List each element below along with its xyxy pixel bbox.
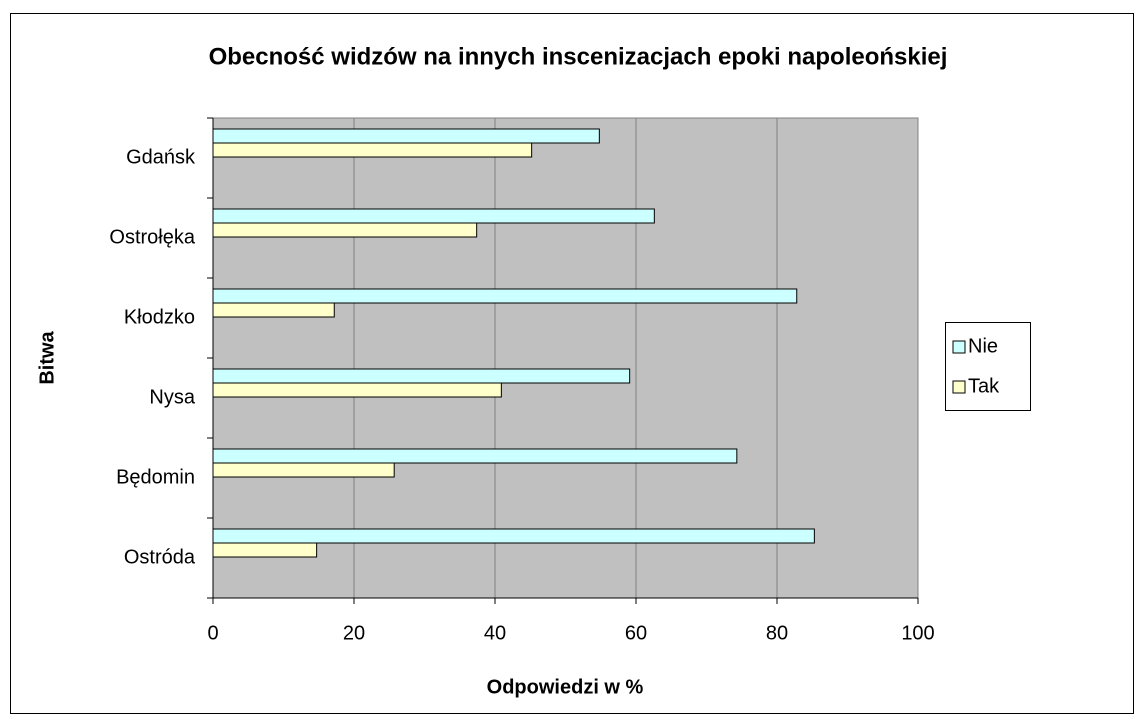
x-axis-label: Odpowiedzi w % [487,676,644,698]
bar [212,382,502,398]
x-tick-label: 40 [484,622,506,644]
bar [212,128,600,144]
plot-area [212,117,919,599]
bar [212,368,631,384]
y-tick-label: Kłodzko [124,306,195,328]
x-tick-label: 0 [207,622,218,644]
bar [212,222,478,238]
bar [212,288,798,304]
y-axis-label: Bitwa [36,330,58,384]
x-tick-label: 100 [901,622,934,644]
x-tick-label: 80 [766,622,788,644]
bar [212,542,318,558]
y-tick-label: Ostróda [124,546,196,568]
x-tick-label: 60 [625,622,647,644]
bar [212,448,738,464]
bar [212,142,533,158]
legend-swatch [952,380,966,394]
y-tick-label: Gdańsk [126,146,196,168]
y-tick-label: Będomin [116,466,195,488]
bar [212,208,655,224]
legend [945,322,1031,411]
bar [212,528,815,544]
x-tick-label: 20 [343,622,365,644]
legend-label: Nie [968,335,998,357]
chart-title: Obecność widzów na innych inscenizacjach… [209,43,948,70]
legend-label: Tak [968,375,1000,397]
legend-swatch [952,340,966,354]
y-tick-label: Ostrołęka [109,226,195,248]
bar [212,462,395,478]
y-tick-label: Nysa [149,386,195,408]
bar [212,302,335,318]
